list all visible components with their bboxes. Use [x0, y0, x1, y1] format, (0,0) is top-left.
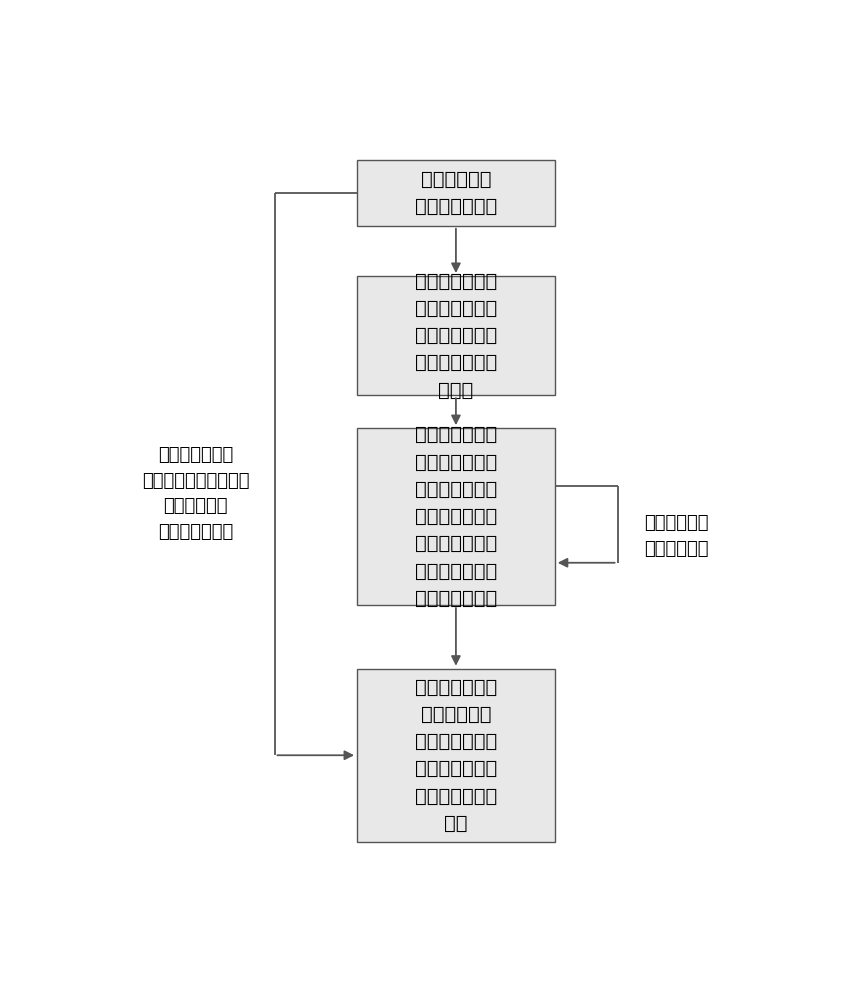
Text: 利用傅里叶分解
处理电感曲线，
得到某一状态下
等效测试输入的
相电流: 利用傅里叶分解 处理电感曲线， 得到某一状态下 等效测试输入的 相电流 [414, 272, 497, 400]
Bar [357, 669, 555, 842]
Bar [357, 160, 555, 226]
Text: 测量电机绕组
自感和互感曲线: 测量电机绕组 自感和互感曲线 [414, 170, 497, 216]
Text: 改变测量电感时
通入直流偏执电压值，
从而改变测量
电感的饱和程度: 改变测量电感时 通入直流偏执电压值， 从而改变测量 电感的饱和程度 [141, 446, 249, 541]
Bar [357, 428, 555, 605]
Text: 部分单元接驱动
器电动运行；部
分单元接负载电
阻，发电运行。
测试等效状态下
电机的转矩波动
和发电单元电流: 部分单元接驱动 器电动运行；部 分单元接负载电 阻，发电运行。 测试等效状态下 … [414, 425, 497, 608]
Text: 改变发电单元
所接入的负载: 改变发电单元 所接入的负载 [644, 514, 709, 558]
Text: 计算互感不对称
带来的转矩波
动，并从测试结
果中扣除，得到
电机的转矩波动
曲线: 计算互感不对称 带来的转矩波 动，并从测试结 果中扣除，得到 电机的转矩波动 曲… [414, 678, 497, 833]
Bar [357, 276, 555, 395]
